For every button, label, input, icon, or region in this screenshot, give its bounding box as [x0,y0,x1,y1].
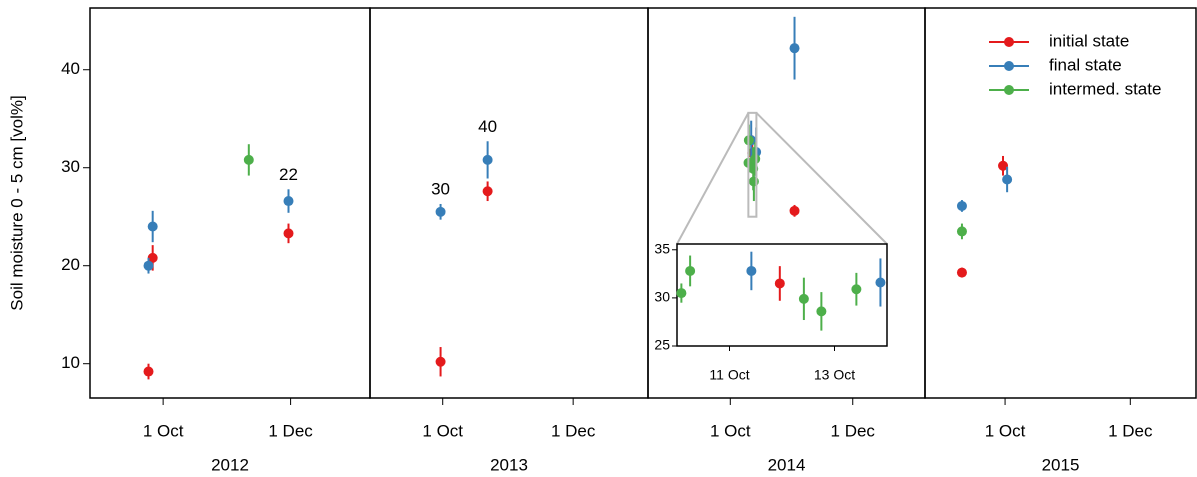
annotation: 22 [279,165,298,184]
point: final state [147,221,158,232]
x-tick-label: 1 Dec [551,421,596,440]
inset-y-tick-label: 35 [654,240,670,256]
x-tick-label: 1 Oct [710,421,751,440]
point: initial state [283,228,294,239]
x-axis-label: 2013 [490,455,528,474]
panel-frame [924,7,1197,399]
point: final state [875,277,886,288]
point: intermed. state [750,153,761,164]
point: initial state [956,267,967,278]
point: intermed. state [816,306,827,317]
point: intermed. state [798,293,809,304]
inset-x-tick-label: 11 Oct [709,367,749,383]
point: final state [143,260,154,271]
point: intermed. state [851,284,862,295]
point: intermed. state [676,288,687,299]
zoom-box [747,111,758,218]
legend-label: intermed. state [1049,79,1161,98]
point: final state [956,200,967,211]
point: initial state [789,205,800,216]
point: final state [283,196,294,207]
point: initial state [998,160,1009,171]
point: final state [1002,174,1013,185]
x-tick-label: 1 Oct [985,421,1026,440]
legend-label: initial state [1049,31,1129,50]
inset-y-tick-label: 30 [654,289,670,305]
point: initial state [482,186,493,197]
x-axis-label: 2012 [211,455,249,474]
inset-frame [676,243,888,347]
x-tick-label: 1 Oct [143,421,184,440]
point: final state [482,154,493,165]
point: intermed. state [243,154,254,165]
legend-label: final state [1049,55,1122,74]
x-tick-label: 1 Oct [422,421,463,440]
x-axis-label: 2014 [768,455,806,474]
point: final state [746,265,757,276]
point: intermed. state [685,265,696,276]
inset-y-tick-label: 25 [654,337,670,353]
y-tick-label: 30 [61,157,80,176]
zoom-connector [676,112,750,245]
panel-frame [369,7,649,399]
point: initial state [147,252,158,263]
legend-marker [1004,85,1014,95]
legend-marker [1004,37,1014,47]
y-axis-label: Soil moisture 0 - 5 cm [vol%] [7,95,26,310]
point: initial state [435,356,446,367]
point: intermed. state [956,226,967,237]
annotation: 30 [431,179,450,198]
x-tick-label: 1 Dec [831,421,876,440]
point: initial state [774,278,785,289]
x-tick-label: 1 Dec [268,421,313,440]
inset-x-tick-label: 13 Oct [814,367,855,383]
legend-marker [1004,61,1014,71]
y-tick-label: 10 [61,353,80,372]
x-tick-label: 1 Dec [1108,421,1153,440]
point: initial state [143,366,154,377]
y-tick-label: 40 [61,59,80,78]
point: final state [789,43,800,54]
y-tick-label: 20 [61,255,80,274]
x-axis-label: 2015 [1042,455,1080,474]
annotation: 40 [478,117,497,136]
zoom-connector [755,112,888,245]
panel-frame [89,7,371,399]
point: final state [435,206,446,217]
